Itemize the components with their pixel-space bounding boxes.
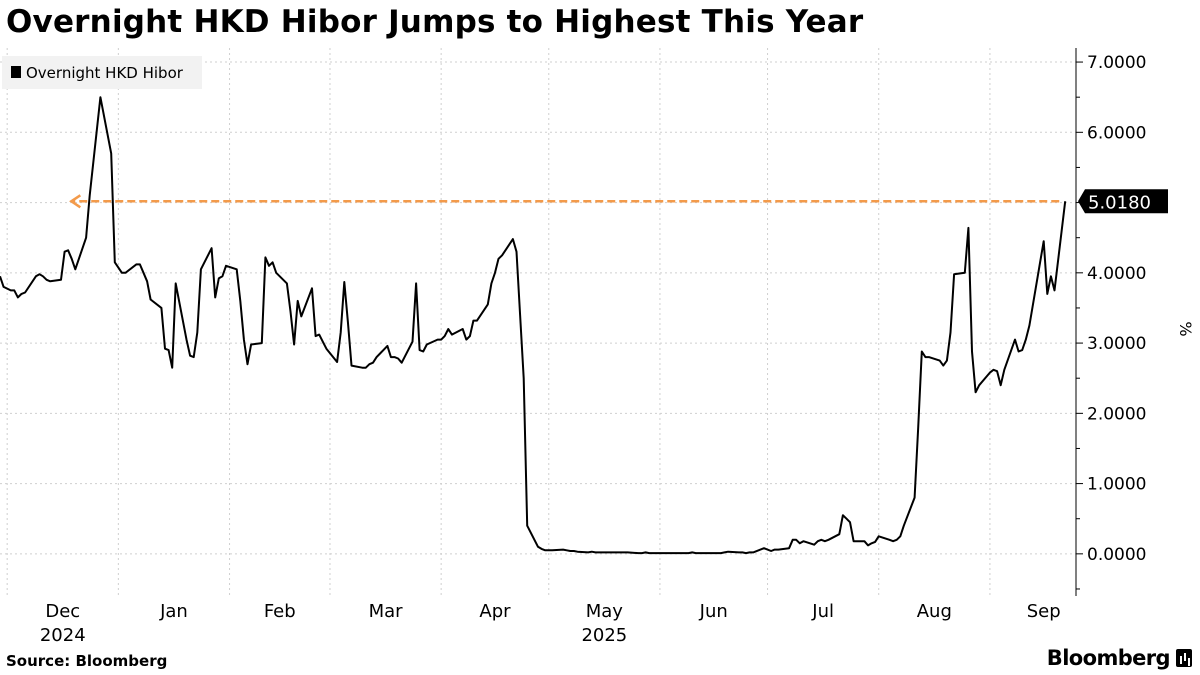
x-tick-label: Aug	[917, 601, 952, 622]
x-tick-label: Dec	[45, 601, 80, 622]
legend-swatch	[11, 66, 21, 78]
x-year-label: 2024	[40, 625, 86, 646]
bloomberg-terminal-icon	[1176, 649, 1192, 667]
bloomberg-logo: Bloomberg	[1047, 646, 1192, 670]
y-tick-label: 6.0000	[1087, 123, 1146, 143]
x-tick-label: Jan	[159, 601, 188, 622]
source-note: Source: Bloomberg	[6, 652, 168, 670]
y-tick-label: 1.0000	[1087, 475, 1146, 495]
x-tick-label: Apr	[479, 601, 511, 622]
x-tick-label: Feb	[264, 601, 296, 622]
x-tick-label: Jul	[811, 601, 834, 622]
x-year-label: 2025	[581, 625, 627, 646]
y-axis: 7.00006.00005.00004.00003.00002.00001.00…	[1075, 48, 1146, 596]
x-tick-label: Jun	[699, 601, 728, 622]
y-tick-label: 3.0000	[1087, 334, 1146, 354]
y-axis-unit-label: %	[1176, 321, 1195, 336]
legend-background	[2, 56, 202, 89]
reference-arrowhead	[69, 194, 82, 209]
x-tick-label: May	[586, 601, 624, 622]
series-layer	[0, 96, 1067, 555]
chart-title: Overnight HKD Hibor Jumps to Highest Thi…	[6, 4, 864, 40]
last-value-badge: 5.0180	[1078, 189, 1168, 214]
last-value-box	[1078, 189, 1168, 214]
last-value-text: 5.0180	[1088, 192, 1151, 213]
gridlines	[0, 48, 1076, 596]
y-tick-label: 7.0000	[1087, 53, 1146, 73]
series-line-hibor	[0, 96, 1067, 555]
legend-label: Overnight HKD Hibor	[26, 64, 184, 82]
legend: Overnight HKD Hibor	[2, 56, 202, 89]
x-axis: Dec 2024 Jan Feb Mar Apr May 2025 Jun Jul Aug Sep	[40, 601, 1061, 646]
brand-name: Bloomberg	[1046, 646, 1171, 670]
reference-arrow-layer	[69, 194, 1060, 209]
x-tick-label: Mar	[369, 601, 404, 622]
y-tick-label: 2.0000	[1087, 404, 1146, 424]
y-tick-label: 4.0000	[1087, 264, 1146, 284]
y-tick-label: 0.0000	[1087, 545, 1146, 565]
x-tick-label: Sep	[1027, 601, 1061, 622]
